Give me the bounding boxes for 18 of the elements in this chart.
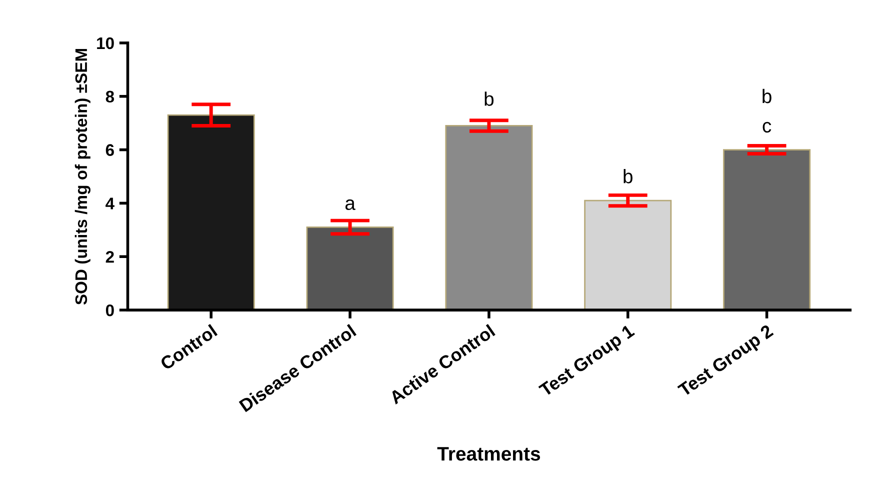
annotation: c <box>762 122 772 133</box>
y-tick-label: 8 <box>106 90 114 103</box>
y-tick-label: 4 <box>106 198 114 210</box>
bar <box>167 114 255 310</box>
y-axis-title: SOD (units /mg of protein) ±SEM <box>74 48 90 305</box>
bar <box>723 149 811 310</box>
bar <box>584 200 672 310</box>
y-tick-label: 2 <box>106 251 114 263</box>
annotation: b <box>624 169 632 184</box>
y-tick-label: 0 <box>106 304 114 316</box>
annotation: b <box>484 92 494 106</box>
annotation: b <box>762 88 772 104</box>
bar <box>445 125 533 310</box>
x-axis-title: Treatments <box>437 447 540 461</box>
bar <box>306 226 394 310</box>
y-tick-label: 10 <box>97 37 114 50</box>
y-tick-label: 6 <box>106 144 114 156</box>
annotation: a <box>345 199 356 210</box>
